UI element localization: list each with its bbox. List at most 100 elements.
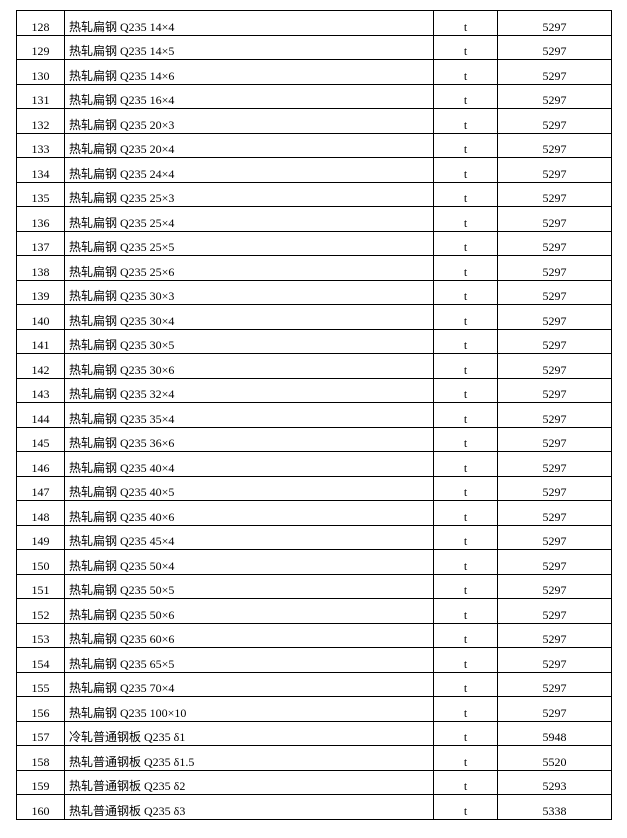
row-price: 5297 bbox=[498, 35, 612, 60]
row-index: 151 bbox=[17, 574, 65, 599]
row-price: 5297 bbox=[498, 672, 612, 697]
row-unit: t bbox=[434, 795, 498, 820]
row-price: 5297 bbox=[498, 648, 612, 673]
row-description: 热轧扁钢 Q235 25×4 bbox=[65, 207, 434, 232]
row-index: 135 bbox=[17, 182, 65, 207]
row-price: 5297 bbox=[498, 476, 612, 501]
row-index: 156 bbox=[17, 697, 65, 722]
row-description: 热轧普通钢板 Q235 δ3 bbox=[65, 795, 434, 820]
row-description: 热轧扁钢 Q235 100×10 bbox=[65, 697, 434, 722]
row-price: 5297 bbox=[498, 207, 612, 232]
table-row: 149热轧扁钢 Q235 45×4t5297 bbox=[17, 525, 612, 550]
row-index: 140 bbox=[17, 305, 65, 330]
table-row: 131热轧扁钢 Q235 16×4t5297 bbox=[17, 84, 612, 109]
row-price: 5297 bbox=[498, 354, 612, 379]
row-index: 157 bbox=[17, 721, 65, 746]
table-row: 132热轧扁钢 Q235 20×3t5297 bbox=[17, 109, 612, 134]
row-index: 145 bbox=[17, 427, 65, 452]
table-row: 154热轧扁钢 Q235 65×5t5297 bbox=[17, 648, 612, 673]
table-row: 157冷轧普通钢板 Q235 δ1t5948 bbox=[17, 721, 612, 746]
table-row: 136热轧扁钢 Q235 25×4t5297 bbox=[17, 207, 612, 232]
row-description: 热轧扁钢 Q235 35×4 bbox=[65, 403, 434, 428]
row-unit: t bbox=[434, 697, 498, 722]
row-unit: t bbox=[434, 452, 498, 477]
row-index: 128 bbox=[17, 11, 65, 36]
row-unit: t bbox=[434, 280, 498, 305]
row-index: 137 bbox=[17, 231, 65, 256]
row-unit: t bbox=[434, 109, 498, 134]
table-row: 155热轧扁钢 Q235 70×4t5297 bbox=[17, 672, 612, 697]
row-description: 热轧扁钢 Q235 16×4 bbox=[65, 84, 434, 109]
table-row: 133热轧扁钢 Q235 20×4t5297 bbox=[17, 133, 612, 158]
row-index: 132 bbox=[17, 109, 65, 134]
table-row: 158热轧普通钢板 Q235 δ1.5t5520 bbox=[17, 746, 612, 771]
row-price: 5297 bbox=[498, 305, 612, 330]
row-index: 155 bbox=[17, 672, 65, 697]
table-row: 142热轧扁钢 Q235 30×6t5297 bbox=[17, 354, 612, 379]
row-unit: t bbox=[434, 672, 498, 697]
row-price: 5520 bbox=[498, 746, 612, 771]
row-unit: t bbox=[434, 305, 498, 330]
row-price: 5297 bbox=[498, 623, 612, 648]
row-description: 热轧扁钢 Q235 40×6 bbox=[65, 501, 434, 526]
table-row: 150热轧扁钢 Q235 50×4t5297 bbox=[17, 550, 612, 575]
row-price: 5297 bbox=[498, 599, 612, 624]
row-description: 热轧扁钢 Q235 25×6 bbox=[65, 256, 434, 281]
row-price: 5297 bbox=[498, 329, 612, 354]
row-index: 143 bbox=[17, 378, 65, 403]
row-description: 热轧扁钢 Q235 30×3 bbox=[65, 280, 434, 305]
row-price: 5297 bbox=[498, 501, 612, 526]
row-description: 热轧扁钢 Q235 40×5 bbox=[65, 476, 434, 501]
row-unit: t bbox=[434, 158, 498, 183]
row-unit: t bbox=[434, 207, 498, 232]
row-index: 158 bbox=[17, 746, 65, 771]
row-index: 141 bbox=[17, 329, 65, 354]
row-price: 5297 bbox=[498, 550, 612, 575]
row-price: 5297 bbox=[498, 109, 612, 134]
row-index: 136 bbox=[17, 207, 65, 232]
table-row: 140热轧扁钢 Q235 30×4t5297 bbox=[17, 305, 612, 330]
row-unit: t bbox=[434, 648, 498, 673]
row-index: 154 bbox=[17, 648, 65, 673]
table-row: 152热轧扁钢 Q235 50×6t5297 bbox=[17, 599, 612, 624]
row-unit: t bbox=[434, 11, 498, 36]
row-description: 热轧扁钢 Q235 20×3 bbox=[65, 109, 434, 134]
table-row: 138热轧扁钢 Q235 25×6t5297 bbox=[17, 256, 612, 281]
row-unit: t bbox=[434, 403, 498, 428]
row-index: 134 bbox=[17, 158, 65, 183]
row-index: 152 bbox=[17, 599, 65, 624]
table-row: 144热轧扁钢 Q235 35×4t5297 bbox=[17, 403, 612, 428]
row-price: 5297 bbox=[498, 231, 612, 256]
row-price: 5297 bbox=[498, 427, 612, 452]
row-price: 5297 bbox=[498, 256, 612, 281]
row-description: 热轧扁钢 Q235 30×6 bbox=[65, 354, 434, 379]
row-price: 5948 bbox=[498, 721, 612, 746]
row-unit: t bbox=[434, 427, 498, 452]
row-price: 5297 bbox=[498, 133, 612, 158]
row-price: 5297 bbox=[498, 60, 612, 85]
table-row: 137热轧扁钢 Q235 25×5t5297 bbox=[17, 231, 612, 256]
row-index: 131 bbox=[17, 84, 65, 109]
row-price: 5293 bbox=[498, 770, 612, 795]
row-description: 热轧扁钢 Q235 40×4 bbox=[65, 452, 434, 477]
row-price: 5297 bbox=[498, 182, 612, 207]
table-row: 129热轧扁钢 Q235 14×5t5297 bbox=[17, 35, 612, 60]
row-description: 热轧扁钢 Q235 50×5 bbox=[65, 574, 434, 599]
row-description: 热轧扁钢 Q235 30×4 bbox=[65, 305, 434, 330]
row-price: 5297 bbox=[498, 378, 612, 403]
row-description: 热轧扁钢 Q235 25×5 bbox=[65, 231, 434, 256]
table-row: 139热轧扁钢 Q235 30×3t5297 bbox=[17, 280, 612, 305]
row-index: 138 bbox=[17, 256, 65, 281]
table-row: 148热轧扁钢 Q235 40×6t5297 bbox=[17, 501, 612, 526]
row-unit: t bbox=[434, 770, 498, 795]
table-row: 130热轧扁钢 Q235 14×6t5297 bbox=[17, 60, 612, 85]
table-row: 128热轧扁钢 Q235 14×4t5297 bbox=[17, 11, 612, 36]
row-description: 热轧扁钢 Q235 50×6 bbox=[65, 599, 434, 624]
row-index: 160 bbox=[17, 795, 65, 820]
row-index: 144 bbox=[17, 403, 65, 428]
row-description: 热轧扁钢 Q235 70×4 bbox=[65, 672, 434, 697]
row-price: 5297 bbox=[498, 697, 612, 722]
row-description: 热轧扁钢 Q235 20×4 bbox=[65, 133, 434, 158]
row-description: 热轧扁钢 Q235 14×6 bbox=[65, 60, 434, 85]
row-index: 149 bbox=[17, 525, 65, 550]
